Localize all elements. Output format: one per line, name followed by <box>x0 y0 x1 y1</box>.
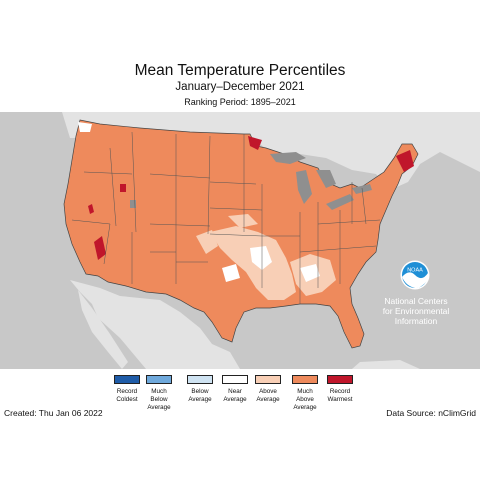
legend-item-much-below: Much Below Average <box>141 375 177 412</box>
great-lakes <box>326 194 354 210</box>
legend-label: Below Average <box>188 388 212 403</box>
legend-swatch <box>255 375 281 384</box>
near-average-region <box>300 264 320 282</box>
legend-label: Above Average <box>256 388 280 403</box>
legend-item-above: Above Average <box>250 375 286 404</box>
great-lakes <box>270 152 306 164</box>
ranking-period: Ranking Period: 1895–2021 <box>184 97 296 107</box>
legend-swatch <box>114 375 140 384</box>
legend-label: Near Average <box>223 388 247 403</box>
map-title: Mean Temperature Percentiles <box>134 62 346 79</box>
created-date: Created: Thu Jan 06 2022 <box>4 408 103 418</box>
legend-swatch <box>292 375 318 384</box>
legend-label: Record Coldest <box>116 388 138 403</box>
record-warmest-region <box>88 204 94 214</box>
legend-item-below: Below Average <box>182 375 218 404</box>
noaa-logo: NOAA <box>400 260 430 290</box>
great-lakes <box>316 170 336 188</box>
mexico-land <box>70 280 240 369</box>
legend-label: Much Above Average <box>293 388 317 411</box>
record-warmest-region <box>248 136 262 150</box>
record-warmest-region <box>120 184 126 192</box>
map-subtitle: January–December 2021 <box>175 81 305 93</box>
ncei-label: National Centers for Environmental Infor… <box>382 296 450 326</box>
legend-label: Record Warmest <box>327 388 353 403</box>
noaa-logo-text: NOAA <box>407 268 423 274</box>
baja-peninsula <box>78 290 128 369</box>
legend-item-much-above: Much Above Average <box>287 375 323 412</box>
legend-swatch <box>327 375 353 384</box>
legend-swatch <box>222 375 248 384</box>
near-average-region <box>222 264 240 282</box>
legend-label: Much Below Average <box>147 388 171 411</box>
record-warmest-region <box>94 236 106 260</box>
great-lakes <box>296 170 312 204</box>
near-average-region <box>78 122 92 132</box>
florida-bahamas-land <box>352 360 420 369</box>
legend-item-record-warmest: Record Warmest <box>322 375 358 404</box>
state-borders <box>71 131 381 304</box>
record-warmest-region <box>396 150 414 172</box>
above-average-region <box>210 226 296 300</box>
legend-swatch <box>187 375 213 384</box>
legend-item-near: Near Average <box>217 375 253 404</box>
great-salt-lake <box>130 200 136 208</box>
us-temperature-map <box>0 112 480 369</box>
above-average-region <box>228 214 258 228</box>
legend-swatch <box>146 375 172 384</box>
legend: Record Coldest Much Below Average Below … <box>0 375 480 415</box>
data-source: Data Source: nClimGrid <box>386 408 476 418</box>
legend-item-record-coldest: Record Coldest <box>109 375 145 404</box>
above-average-region <box>196 230 218 254</box>
near-average-region <box>250 246 272 270</box>
